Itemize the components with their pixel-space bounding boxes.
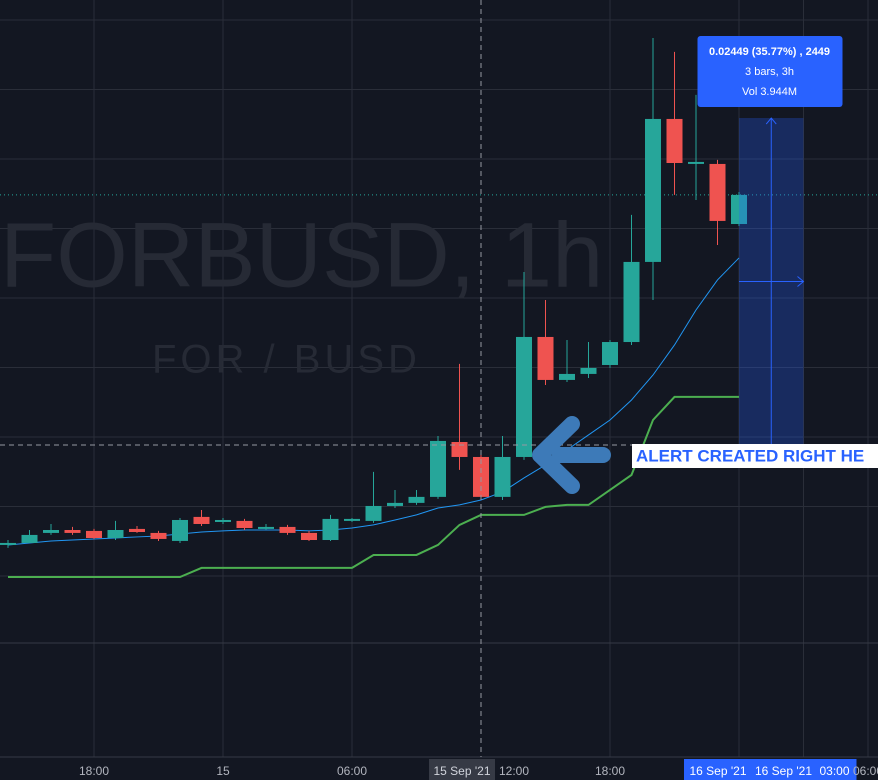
candle-body bbox=[430, 440, 446, 497]
measure-arrow-head bbox=[797, 276, 805, 287]
candle-body bbox=[279, 526, 296, 533]
candle-body bbox=[322, 518, 339, 541]
measure-end-box bbox=[751, 759, 857, 780]
candle-body bbox=[236, 520, 253, 528]
measure-start-box bbox=[684, 759, 752, 780]
x-tick-label: 18:00 bbox=[79, 764, 109, 778]
candle-body bbox=[64, 529, 81, 533]
crosshair-label-box bbox=[429, 759, 495, 780]
annotation: ALERT CREATED RIGHT HE bbox=[636, 446, 864, 465]
measure-label: 0.02449 (35.77%) , 2449 bbox=[709, 46, 830, 58]
candle-body bbox=[215, 519, 231, 522]
candle-body bbox=[645, 118, 661, 262]
candle-body bbox=[516, 336, 532, 457]
candle-body bbox=[43, 529, 59, 533]
candle-body bbox=[709, 163, 726, 221]
measure-bars: 3 bars, 3h bbox=[745, 66, 794, 78]
candle-body bbox=[150, 532, 167, 539]
candle-body bbox=[408, 496, 425, 503]
candle-body bbox=[602, 342, 618, 365]
candle-body bbox=[0, 542, 16, 545]
watermark-subtitle: FOR / BUSD bbox=[152, 338, 421, 382]
candle-body bbox=[666, 118, 683, 164]
x-tick-label: 12:00 bbox=[499, 764, 529, 778]
candle-body bbox=[688, 161, 704, 164]
x-tick-label: 03:00 bbox=[819, 764, 849, 778]
candle-body bbox=[473, 456, 489, 497]
candle-body bbox=[623, 261, 640, 343]
crosshair-label: 15 Sep '21 bbox=[433, 764, 490, 778]
candle-body bbox=[559, 373, 575, 380]
measure-volume: Vol 3.944M bbox=[742, 86, 797, 98]
measure-end-date: 16 Sep '21 bbox=[755, 764, 812, 778]
x-tick-label: 06:00 bbox=[853, 764, 878, 778]
candle-body bbox=[731, 194, 747, 225]
measure-arrow-head bbox=[765, 117, 777, 125]
x-tick-label: 06:00 bbox=[337, 764, 367, 778]
candle-body bbox=[580, 367, 597, 374]
measure-tooltip bbox=[697, 36, 843, 108]
candle-body bbox=[365, 505, 382, 521]
candle-body bbox=[344, 518, 360, 521]
candle-body bbox=[193, 516, 210, 524]
indicator-line bbox=[8, 395, 739, 578]
candle-body bbox=[107, 529, 124, 539]
candle-body bbox=[86, 530, 102, 539]
candle-body bbox=[537, 336, 554, 380]
candle-body bbox=[301, 532, 317, 541]
candle-body bbox=[21, 534, 38, 543]
candle-body bbox=[258, 526, 274, 529]
x-tick-label: 18:00 bbox=[595, 764, 625, 778]
x-tick-label: 16 Sep '21 bbox=[689, 764, 746, 778]
candle-body bbox=[387, 502, 403, 506]
candle-body bbox=[129, 528, 145, 532]
candle-body bbox=[494, 456, 511, 497]
watermark-title: FORBUSD, 1h bbox=[0, 204, 603, 306]
indicator-line bbox=[7, 257, 740, 546]
annotation-arrow bbox=[532, 416, 611, 494]
candle-body bbox=[451, 442, 468, 457]
annotation-box bbox=[632, 444, 878, 468]
candle-body bbox=[172, 519, 188, 541]
x-tick-label: 15 bbox=[216, 764, 230, 778]
